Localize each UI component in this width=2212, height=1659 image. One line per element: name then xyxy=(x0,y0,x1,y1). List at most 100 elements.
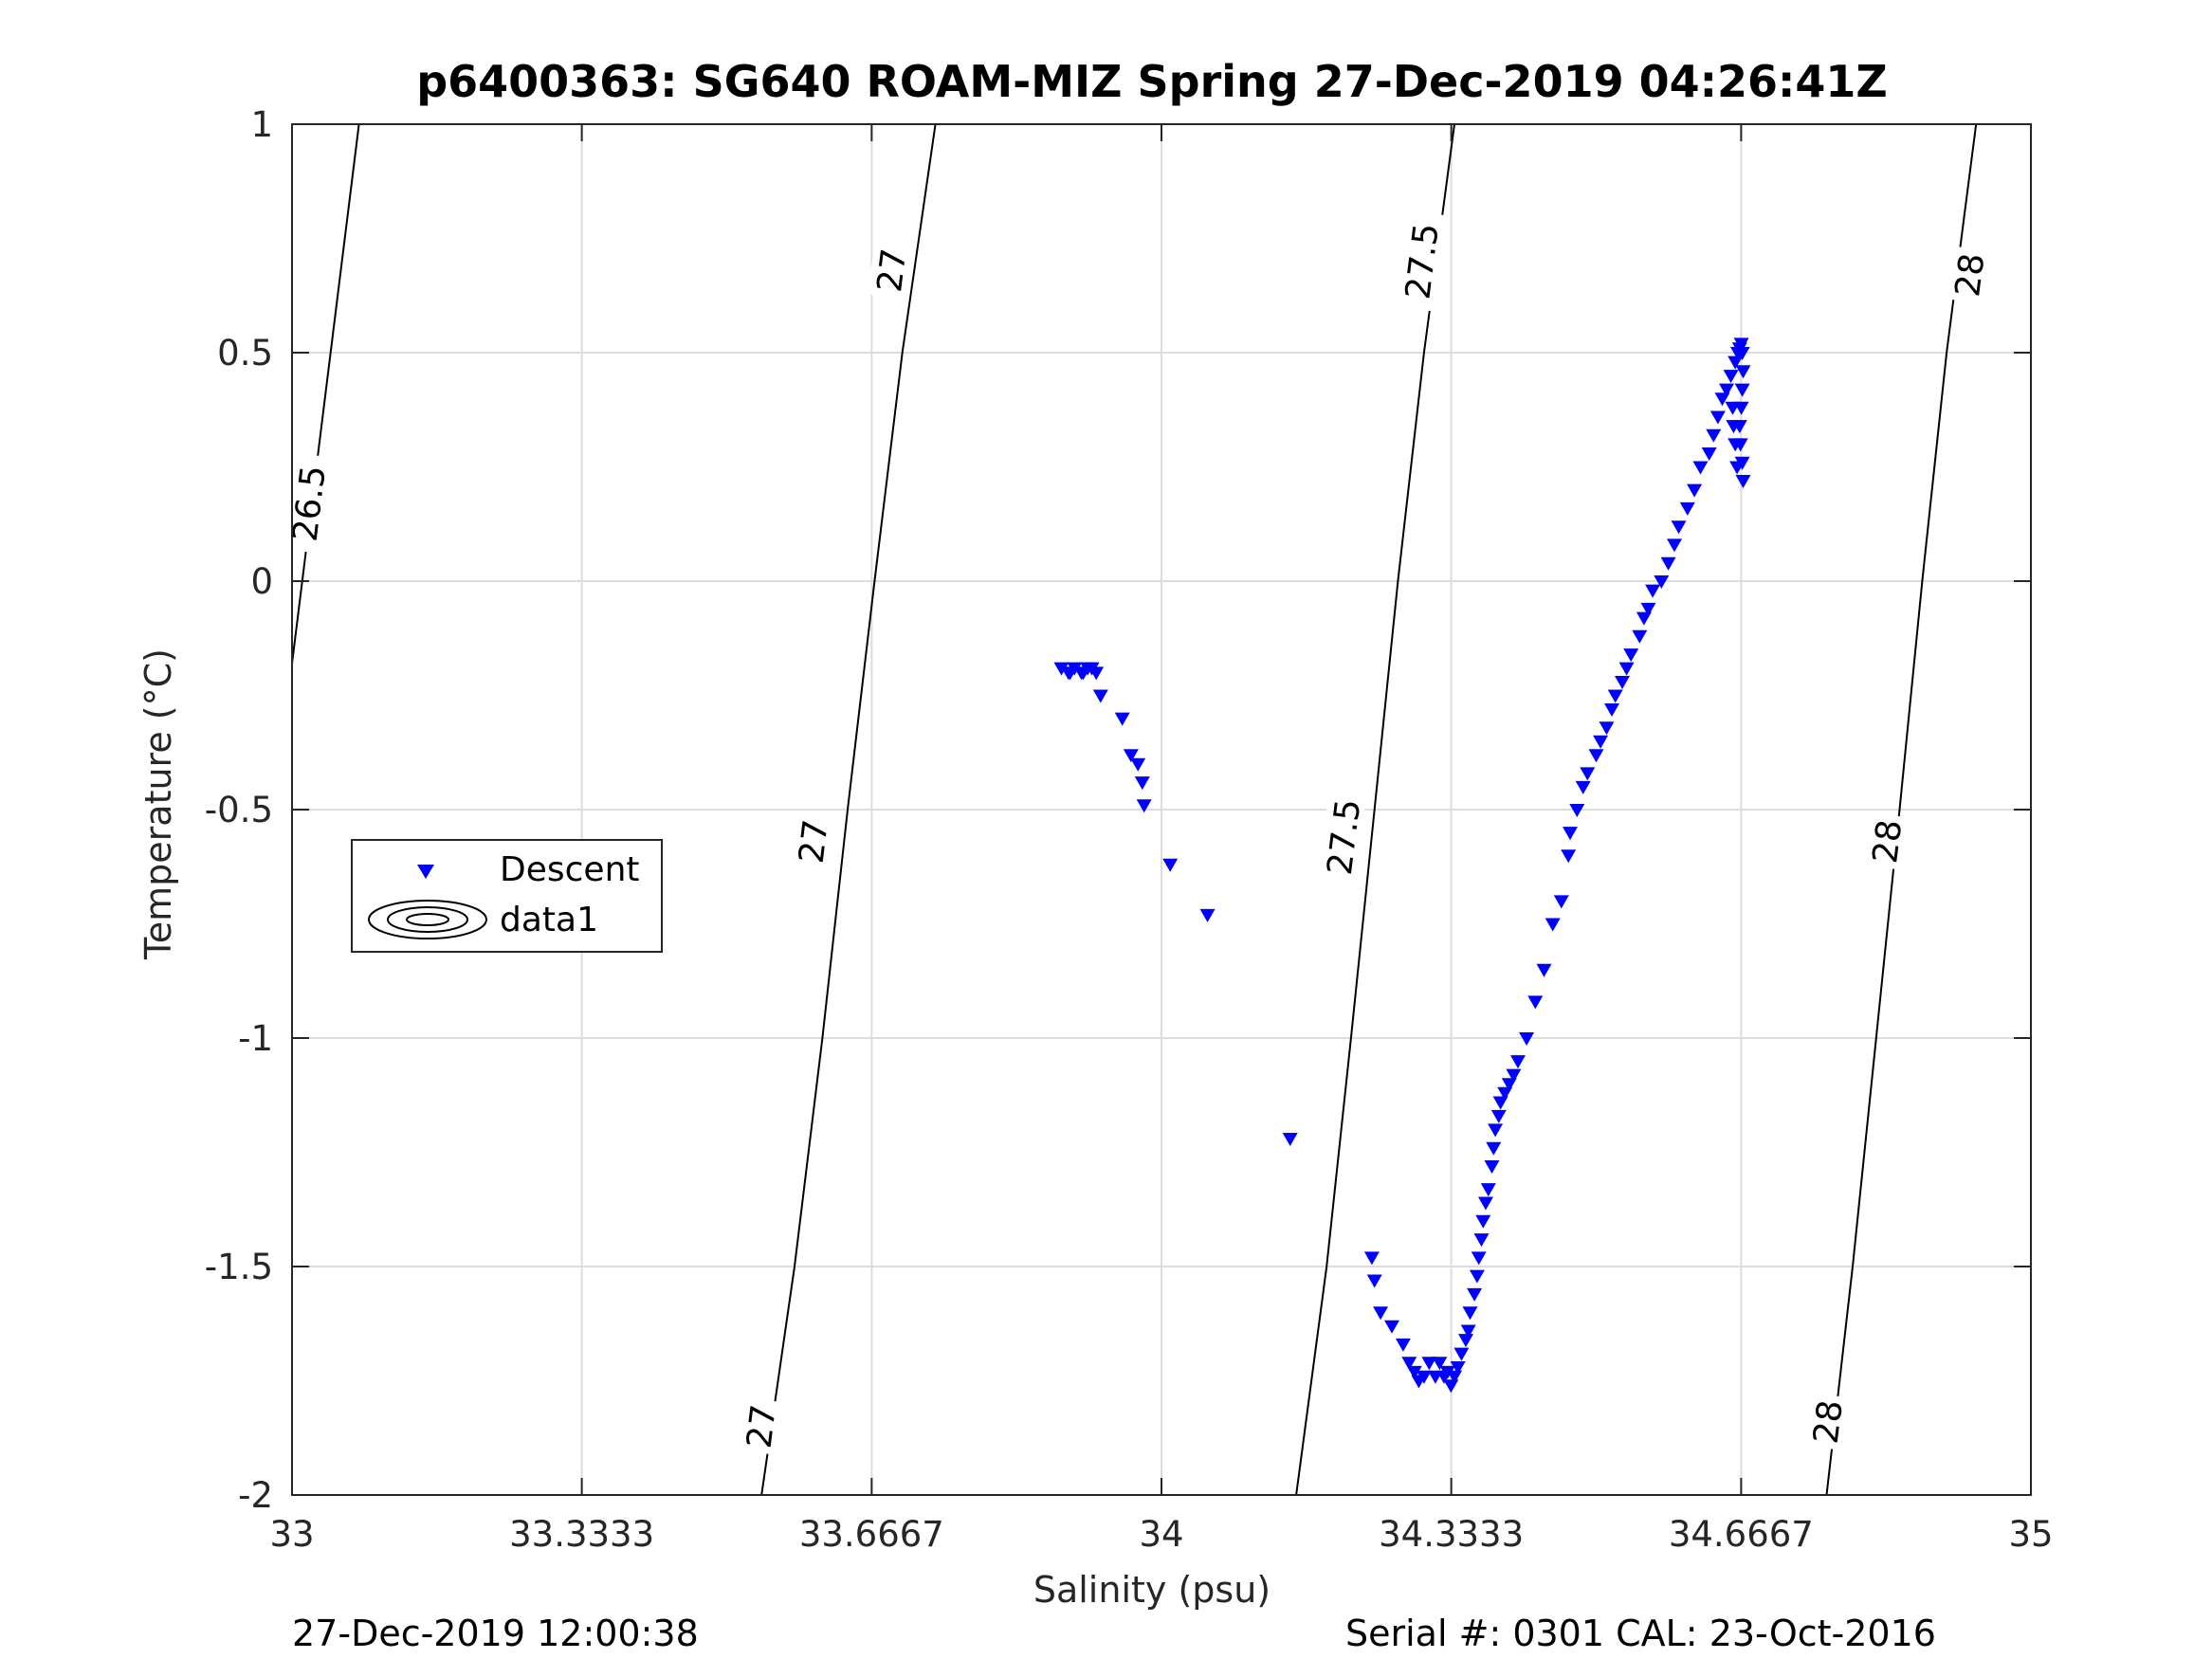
contour-label-text: 27.5 xyxy=(1321,797,1368,878)
descent-point xyxy=(1088,666,1105,681)
descent-point xyxy=(1561,849,1577,864)
descent-point xyxy=(1092,689,1108,703)
descent-point xyxy=(1406,1365,1422,1379)
descent-point xyxy=(1439,1365,1455,1379)
descent-point xyxy=(1162,858,1179,872)
descent-point xyxy=(1575,780,1591,794)
contour-label: 27 xyxy=(868,241,914,300)
y-tick-label: -2 xyxy=(238,1475,273,1516)
descent-point xyxy=(1536,963,1552,977)
descent-point xyxy=(1469,1269,1485,1284)
descent-point xyxy=(1599,721,1615,736)
descent-point xyxy=(1473,1233,1490,1248)
descent-point xyxy=(1623,648,1639,663)
isopycnal-line xyxy=(292,124,360,664)
descent-point xyxy=(1506,1068,1522,1083)
contour-label-text: 26.5 xyxy=(286,464,334,544)
descent-point xyxy=(1729,461,1746,475)
descent-point xyxy=(1053,662,1069,676)
y-tick-label: -1 xyxy=(238,1018,273,1059)
x-tick-label: 34 xyxy=(1139,1514,1183,1555)
descent-point xyxy=(1395,1338,1411,1352)
y-axis-label: Temperature (°C) xyxy=(137,648,179,960)
descent-point xyxy=(1130,757,1146,772)
descent-point xyxy=(1421,1357,1437,1371)
contour-label-text: 27 xyxy=(740,1403,784,1450)
descent-point xyxy=(1645,584,1661,598)
descent-point xyxy=(1636,611,1652,626)
contour-label: 27.5 xyxy=(1396,210,1447,312)
descent-point xyxy=(1660,556,1676,571)
descent-point xyxy=(1580,767,1596,781)
descent-point xyxy=(1735,475,1751,488)
descent-point xyxy=(1709,410,1726,425)
descent-point xyxy=(1563,827,1578,841)
contour-label: 27 xyxy=(789,812,836,870)
descent-point xyxy=(1490,1109,1507,1123)
descent-point xyxy=(1679,501,1695,516)
descent-point xyxy=(1588,749,1604,763)
descent-point xyxy=(1654,575,1670,589)
descent-point xyxy=(1282,1133,1298,1146)
y-tick-label: -1.5 xyxy=(205,1247,273,1287)
descent-point xyxy=(1618,662,1635,676)
descent-point xyxy=(1640,602,1656,616)
descent-points xyxy=(1053,337,1751,1394)
descent-point xyxy=(1692,461,1709,475)
grid xyxy=(291,123,2032,1496)
descent-point xyxy=(1462,1306,1478,1321)
descent-point xyxy=(1062,666,1078,681)
isopycnal-contours: 26.5 27 27 27 27.5 27.5 28 28 28 xyxy=(286,124,1992,1495)
descent-point xyxy=(1075,666,1091,681)
descent-point xyxy=(1363,1251,1380,1266)
legend-contour-icon xyxy=(368,900,487,939)
footer-timestamp: 27-Dec-2019 12:00:38 xyxy=(292,1613,699,1654)
descent-point xyxy=(1136,799,1152,813)
x-tick-label: 35 xyxy=(2008,1514,2053,1555)
descent-point xyxy=(1471,1251,1487,1266)
descent-point xyxy=(1199,908,1216,922)
descent-point xyxy=(1366,1274,1382,1288)
descent-point xyxy=(1453,1347,1470,1361)
descent-point xyxy=(1460,1324,1476,1339)
descent-point xyxy=(1615,676,1630,689)
descent-point xyxy=(1527,995,1544,1010)
y-tick-label: 0 xyxy=(250,561,273,602)
descent-point xyxy=(1484,1160,1500,1174)
descent-point xyxy=(1114,712,1130,726)
descent-point xyxy=(1123,749,1139,763)
legend-data1-label: data1 xyxy=(500,901,598,939)
descent-point xyxy=(1432,1357,1448,1371)
descent-point xyxy=(1553,895,1569,909)
descent-point xyxy=(1726,420,1742,434)
descent-point xyxy=(1401,1357,1417,1371)
y-tick-label: 0.5 xyxy=(217,333,273,374)
descent-point xyxy=(1728,356,1744,370)
isopycnal-line xyxy=(1825,124,1978,1495)
contour-label: 27.5 xyxy=(1317,786,1368,887)
contour-label: 27 xyxy=(737,1397,784,1455)
x-tick-label: 34.6667 xyxy=(1669,1514,1814,1555)
legend-box xyxy=(351,839,663,953)
legend: Descent data1 xyxy=(351,839,663,953)
descent-point xyxy=(1492,1096,1508,1110)
legend-descent-marker xyxy=(417,865,434,879)
x-tick-label: 33 xyxy=(269,1514,314,1555)
contour-label: 28 xyxy=(1863,812,1910,870)
x-tick-label: 33.6667 xyxy=(799,1514,944,1555)
contour-label-text: 27.5 xyxy=(1398,221,1446,301)
contour-label-text: 28 xyxy=(1807,1398,1851,1446)
descent-point xyxy=(1593,735,1609,749)
descent-point xyxy=(1706,428,1722,443)
descent-point xyxy=(1687,483,1703,498)
chart-title: p6400363: SG640 ROAM-MIZ Spring 27-Dec-2… xyxy=(416,56,1888,107)
x-tick-label: 33.3333 xyxy=(509,1514,654,1555)
descent-point xyxy=(1443,1379,1459,1394)
isopycnal-line xyxy=(760,124,937,1495)
descent-point xyxy=(1486,1141,1502,1156)
descent-point xyxy=(1480,1183,1496,1197)
isopycnal-line xyxy=(1295,124,1455,1495)
descent-point xyxy=(1134,776,1150,791)
descent-point xyxy=(1497,1086,1513,1101)
contour-label: 28 xyxy=(1946,246,1992,304)
